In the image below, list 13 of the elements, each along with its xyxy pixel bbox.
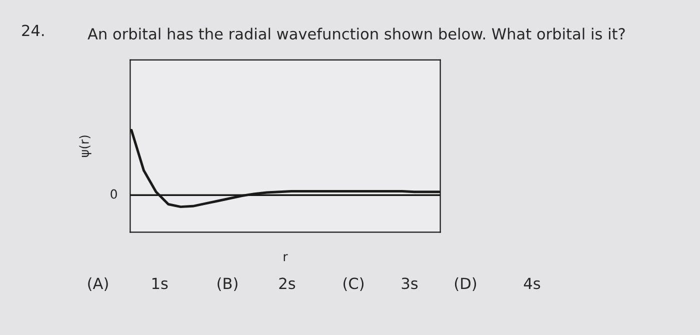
y-axis-title: ψ(r) bbox=[79, 136, 92, 157]
x-axis-title: r bbox=[284, 254, 288, 262]
text: (D) bbox=[454, 277, 476, 291]
text: 1s bbox=[152, 278, 168, 290]
text: (C) bbox=[344, 277, 364, 291]
text: 24. bbox=[22, 24, 44, 36]
text: (B) bbox=[218, 277, 238, 291]
text: 3s bbox=[402, 278, 418, 290]
chart-title: An orbital has the radial wavefunction shown below. What orbital is it? bbox=[88, 28, 625, 40]
text: (A) bbox=[88, 277, 108, 291]
text: 4s bbox=[524, 278, 540, 290]
text: 2s bbox=[279, 278, 296, 290]
ref-line-label: 0 bbox=[110, 189, 117, 199]
